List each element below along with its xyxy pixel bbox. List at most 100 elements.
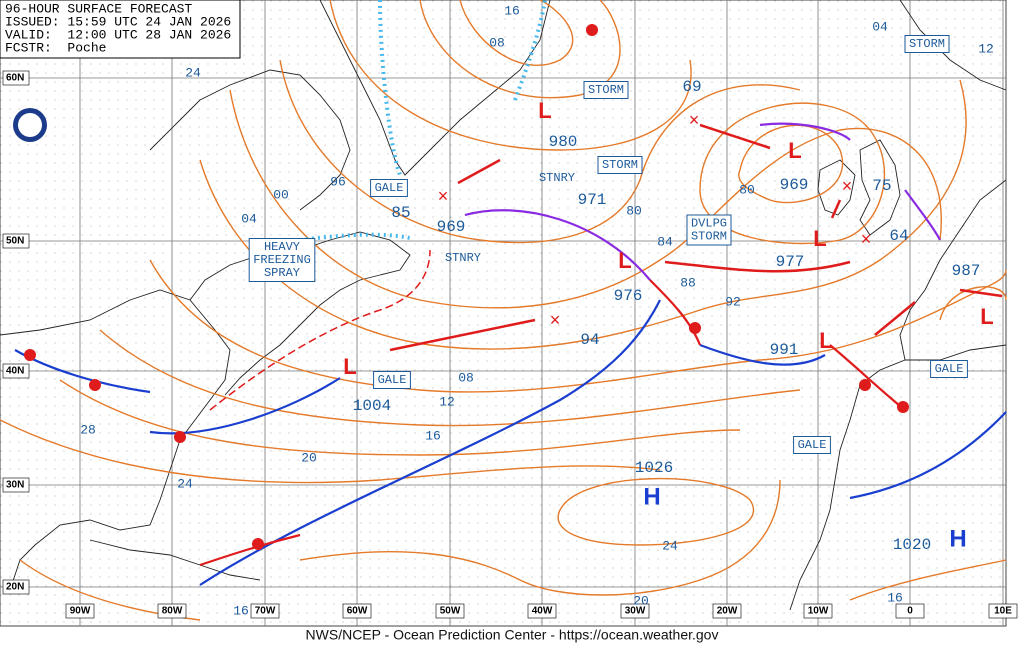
warning-text: FREEZING — [253, 253, 311, 267]
isobar-label: 16 — [887, 590, 903, 605]
longitude-label-box — [803, 603, 833, 619]
longitude-label: 20W — [717, 606, 738, 617]
latitude-label-box — [2, 579, 30, 595]
warning-text: STORM — [602, 158, 638, 172]
warning-text: HEAVY — [264, 240, 300, 254]
latitude-label: 30N — [6, 480, 24, 491]
isobar-label: 24 — [185, 65, 201, 80]
stationary-label: STNRY — [445, 251, 481, 265]
longitude-label-box — [620, 603, 650, 619]
labels: 60N 50N 40N 30N 20N 90W 80W 70W 60W 50W 40W 30W 20W 1… — [2, 3, 1018, 619]
longitude-label-box — [988, 603, 1018, 619]
longitude-label-box — [342, 603, 372, 619]
warning-box: STORM — [583, 81, 629, 99]
warning-box-frame — [686, 214, 732, 246]
isobar-label: 16 — [504, 3, 520, 18]
longitude-label-box — [435, 603, 465, 619]
central-pressure: 75 — [872, 177, 891, 195]
high-center: H — [949, 525, 966, 552]
central-pressure: 976 — [614, 287, 643, 305]
header-line: VALID: 12:00 UTC 28 JAN 2026 — [5, 27, 231, 42]
central-pressure: 1004 — [353, 397, 391, 415]
isobar-label: 92 — [725, 294, 741, 309]
isobar-label: 20 — [301, 450, 317, 465]
isobar-label: 16 — [233, 603, 249, 618]
isobar-label: 12 — [978, 41, 994, 56]
low-center: L — [788, 138, 801, 163]
svg-text:×: × — [689, 110, 700, 130]
low-center: L — [538, 98, 551, 123]
latitude-label-box — [2, 70, 30, 86]
longitude-label-box — [157, 603, 187, 619]
central-pressure: 980 — [549, 133, 578, 151]
stationary-label: STNRY — [539, 171, 575, 185]
latitude-label: 40N — [6, 366, 24, 377]
longitude-label: 0 — [907, 606, 913, 617]
isobar-label: 08 — [489, 35, 505, 50]
isobar-label: 04 — [872, 19, 888, 34]
isobar-label: 80 — [739, 182, 755, 197]
low-center: L — [343, 354, 356, 379]
latitude-label-box — [2, 363, 30, 379]
isobar-label: 80 — [626, 203, 642, 218]
warning-box: GALE — [793, 436, 831, 454]
isobar-label: 08 — [458, 370, 474, 385]
warning-text: STORM — [588, 83, 624, 97]
header-box — [0, 0, 241, 59]
map-background — [0, 0, 1006, 626]
central-pressure: 1020 — [893, 536, 931, 554]
longitude-label: 30W — [625, 606, 646, 617]
header-line: FCSTR: Poche — [5, 40, 106, 55]
longitude-label: 10W — [808, 606, 829, 617]
warning-text: STORM — [909, 37, 945, 51]
longitude-label: 40W — [532, 606, 553, 617]
svg-text:×: × — [438, 186, 449, 206]
latitude-label: 20N — [6, 582, 24, 593]
warning-box-frame — [597, 156, 643, 174]
central-pressure: 969 — [437, 218, 466, 236]
isobar-label: 96 — [330, 174, 346, 189]
longitude-label: 50W — [440, 606, 461, 617]
noaa-logo-inner — [18, 113, 42, 137]
svg-text:×: × — [842, 176, 853, 196]
central-pressure: 969 — [780, 176, 809, 194]
isobar-label: 12 — [439, 394, 455, 409]
warning-box: GALE — [373, 371, 411, 389]
low-center: L — [980, 304, 993, 329]
map-frame — [0, 0, 1007, 627]
warning-box-frame — [904, 35, 950, 53]
isobar-label: 88 — [680, 275, 696, 290]
warning-box: GALE — [930, 360, 968, 378]
warning-box: STORM — [904, 35, 950, 53]
longitude-label-box — [895, 603, 925, 619]
svg-text:×: × — [861, 229, 872, 249]
isobar-label: 84 — [657, 234, 673, 249]
warning-box-frame — [583, 81, 629, 99]
central-pressure: 971 — [578, 191, 607, 209]
isobar-label: 04 — [241, 211, 257, 226]
latitude-label: 60N — [6, 73, 24, 84]
warning-text: DVLPG — [691, 217, 727, 231]
longitude-label: 10E — [994, 606, 1012, 617]
warning-text: GALE — [378, 373, 407, 387]
warning-box-frame — [930, 360, 968, 378]
low-center: L — [813, 226, 826, 251]
warning-box-frame — [373, 371, 411, 389]
low-center: L — [618, 248, 631, 273]
isobar-label: 24 — [662, 538, 678, 553]
high-center: H — [643, 483, 660, 510]
central-pressure: 987 — [952, 262, 981, 280]
warning-text: SPRAY — [264, 266, 300, 280]
longitude-label-box — [65, 603, 95, 619]
isobar-label: 00 — [273, 187, 289, 202]
warning-box: GALE — [370, 179, 408, 197]
central-pressure: 64 — [889, 227, 908, 245]
svg-text:×: × — [550, 310, 561, 330]
header-line: 96-HOUR SURFACE FORECAST — [5, 1, 192, 16]
central-pressure: 1026 — [635, 459, 673, 477]
isobar-label: 24 — [177, 476, 193, 491]
central-pressure: 94 — [580, 331, 599, 349]
latitude-label-box — [2, 233, 30, 249]
